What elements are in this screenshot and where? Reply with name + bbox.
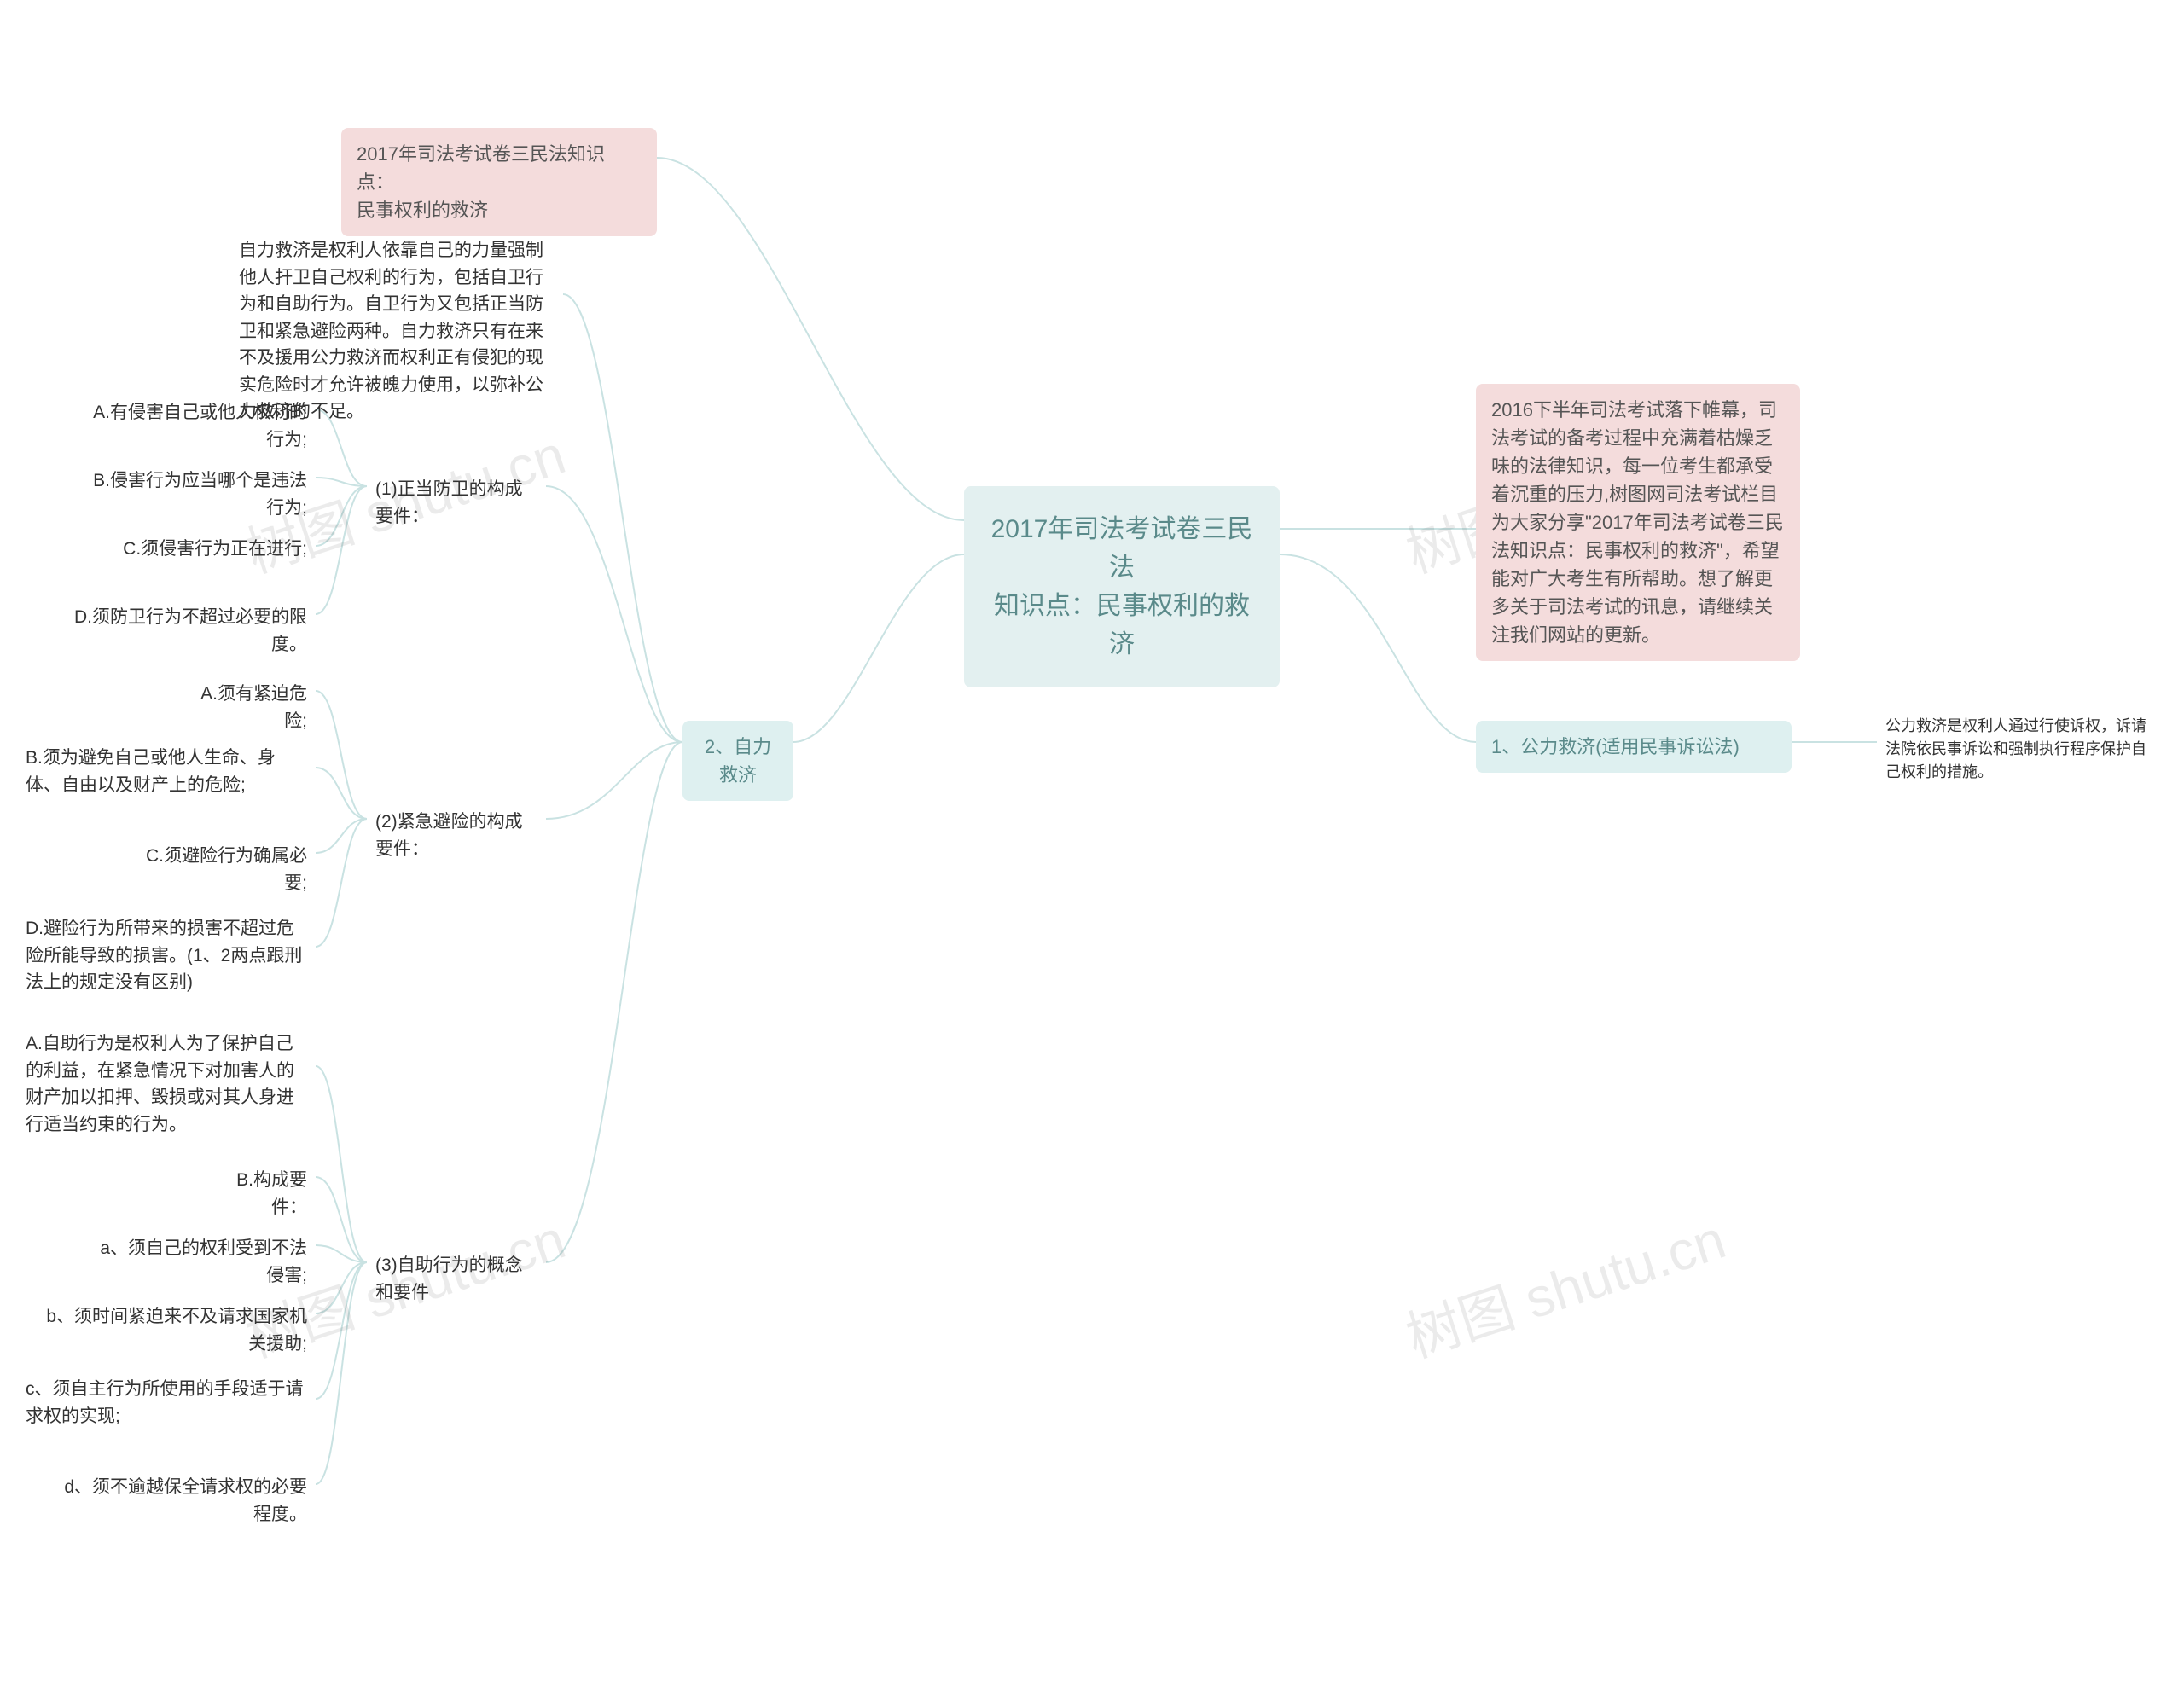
header-line2: 民事权利的救济 (357, 200, 488, 221)
sub2-item-c: C.须避险行为确属必要; (136, 836, 316, 903)
center-topic[interactable]: 2017年司法考试卷三民法 知识点：民事权利的救济 (964, 486, 1280, 687)
sub1-item-c: C.须侵害行为正在进行; (77, 529, 316, 570)
sub2-item-b: B.须为避免自己或他人生命、身体、自由以及财产上的危险; (17, 738, 316, 805)
sub3-item-a: A.自助行为是权利人为了保护自己的利益，在紧急情况下对加害人的财产加以扣押、毁损… (17, 1023, 316, 1145)
center-title-line1: 2017年司法考试卷三民法 (991, 515, 1253, 582)
sub3-item-b: B.构成要件： (213, 1160, 316, 1227)
sub3-item-d: b、须时间紧迫来不及请求国家机关援助; (34, 1296, 316, 1364)
sub3-item-c: a、须自己的权利受到不法侵害; (85, 1228, 316, 1296)
sub3-item-f: d、须不逾越保全请求权的必要程度。 (51, 1467, 316, 1534)
sub3-label[interactable]: (3)自助行为的概念和要件 (367, 1245, 546, 1313)
sub2-item-a: A.须有紧迫危险; (171, 674, 316, 741)
sub2-label[interactable]: (2)紧急避险的构成要件： (367, 802, 546, 869)
sub1-item-a: A.有侵害自己或他人权利的行为; (77, 392, 316, 460)
header-line1: 2017年司法考试卷三民法知识点： (357, 143, 605, 193)
sub2-item-d: D.避险行为所带来的损害不超过危险所能导致的损害。(1、2两点跟刑法上的规定没有… (17, 908, 316, 1003)
branch-left-node[interactable]: 2、自力救济 (682, 721, 793, 801)
branch-right-node[interactable]: 1、公力救济(适用民事诉讼法) (1476, 721, 1792, 773)
branch-right-detail: 公力救济是权利人通过行使诉权，诉请法院依民事诉讼和强制执行程序保护自己权利的措施… (1877, 708, 2167, 791)
intro-box[interactable]: 2016下半年司法考试落下帷幕，司法考试的备考过程中充满着枯燥乏味的法律知识，每… (1476, 384, 1800, 661)
header-box[interactable]: 2017年司法考试卷三民法知识点： 民事权利的救济 (341, 128, 657, 236)
sub1-item-b: B.侵害行为应当哪个是违法行为; (77, 461, 316, 528)
watermark: 树图 shutu.cn (1395, 1196, 1734, 1372)
sub1-item-d: D.须防卫行为不超过必要的限度。 (51, 597, 316, 664)
sub1-label[interactable]: (1)正当防卫的构成要件： (367, 469, 546, 536)
center-title-line2: 知识点：民事权利的救济 (994, 592, 1250, 658)
sub3-item-e: c、须自主行为所使用的手段适于请求权的实现; (17, 1369, 316, 1436)
